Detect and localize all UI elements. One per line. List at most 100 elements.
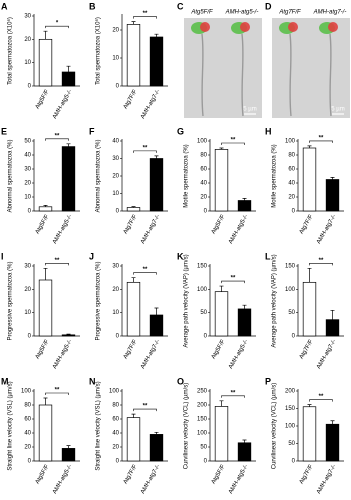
significance: **	[55, 258, 60, 264]
y-axis-label: Motile spermatozoa (%)	[272, 144, 278, 207]
panel-label: O	[177, 376, 184, 386]
panel-label: B	[89, 1, 96, 11]
significance-bracket	[309, 399, 333, 402]
y-tick-label: 20	[24, 287, 31, 293]
y-tick-label: 10	[112, 310, 119, 316]
sperm-head-red	[288, 22, 298, 32]
y-tick-label: 0	[292, 459, 296, 465]
y-tick-label: 0	[292, 209, 296, 215]
significance-bracket	[309, 263, 333, 266]
error-bar	[66, 65, 71, 72]
error-bar	[154, 33, 159, 37]
bar	[325, 423, 340, 462]
y-axis-label: Total spermatozoa (X10⁶)	[95, 17, 102, 85]
error-bar	[66, 333, 71, 335]
x-tick-label: AMH-atg5-/-	[52, 339, 74, 370]
y-tick-label: 60	[288, 167, 295, 173]
y-tick-label: 30	[112, 264, 119, 270]
y-tick-label: 80	[24, 403, 31, 409]
y-tick-label: 0	[28, 209, 32, 215]
x-tick-label: AMH-atg7-/-	[140, 89, 162, 120]
y-tick-label: 80	[112, 403, 119, 409]
panel-label: C	[177, 1, 184, 11]
y-tick-label: 30	[24, 167, 31, 173]
y-tick-label: 0	[116, 334, 120, 340]
y-axis-label: Average path velocity (VAP) (µm/s)	[272, 254, 278, 347]
x-tick-label: Atg5F/F	[35, 89, 51, 111]
y-tick-label: 200	[285, 389, 296, 395]
significance: **	[231, 390, 236, 396]
y-tick-label: 150	[197, 417, 208, 423]
y-tick-label: 80	[288, 153, 295, 159]
x-tick-label: Atg7F/F	[123, 464, 139, 486]
y-axis-label: Straight line velocity (VSL) (µm/s)	[8, 381, 14, 470]
y-tick-label: 150	[285, 406, 296, 412]
error-bar	[154, 431, 159, 435]
error-bar	[330, 177, 335, 180]
bar	[126, 24, 141, 87]
y-tick-label: 0	[28, 459, 32, 465]
error-bar	[66, 445, 71, 449]
y-tick-label: 40	[112, 431, 119, 437]
significance: **	[143, 11, 148, 17]
bar	[325, 179, 340, 212]
y-tick-label: 20	[112, 174, 119, 180]
bar	[149, 434, 164, 462]
y-tick-label: 0	[204, 459, 208, 465]
y-tick-label: 50	[24, 139, 31, 145]
y-tick-label: 30	[112, 156, 119, 162]
x-tick-label: Atg5F/F	[35, 339, 51, 361]
scale-label: 5 µm	[243, 107, 256, 113]
error-bar	[43, 30, 48, 40]
error-bar	[219, 400, 224, 407]
bar	[38, 279, 53, 337]
error-bar	[154, 307, 159, 315]
x-tick-label: Atg7F/F	[123, 89, 139, 111]
significance: **	[319, 394, 324, 400]
y-tick-label: 100	[197, 139, 208, 145]
y-axis-label: Straight line velocity (VSL) (µm/s)	[96, 381, 102, 470]
y-tick-label: 20	[24, 181, 31, 187]
significance-bracket	[133, 150, 157, 153]
image-caption: Atg7F/F	[278, 10, 301, 16]
y-tick-label: 20	[112, 445, 119, 451]
sperm-head-red	[240, 22, 250, 32]
error-bar	[307, 267, 312, 283]
panel-label: I	[1, 251, 4, 261]
significance-bracket	[221, 280, 245, 284]
panel-label: G	[177, 126, 184, 136]
y-tick-label: 50	[288, 441, 295, 447]
y-tick-label: 40	[288, 181, 295, 187]
y-tick-label: 150	[285, 264, 296, 270]
significance: **	[143, 404, 148, 410]
bar	[38, 404, 53, 462]
error-bar	[307, 145, 312, 148]
sperm-tail	[329, 33, 332, 117]
bar	[237, 308, 252, 337]
image-caption: AMH-atg5-/-	[225, 10, 259, 16]
error-bar	[43, 397, 48, 405]
y-tick-label: 40	[24, 153, 31, 159]
bar	[38, 38, 53, 87]
sperm-head-red	[200, 22, 210, 32]
x-tick-label: AMH-atg5-/-	[228, 464, 250, 495]
error-bar	[330, 420, 335, 425]
y-tick-label: 20	[200, 195, 207, 201]
bar	[61, 334, 76, 337]
y-tick-label: 10	[24, 310, 31, 316]
significance: *	[56, 21, 59, 27]
bar	[302, 281, 317, 337]
error-bar	[131, 21, 136, 25]
image-caption: Atg5F/F	[190, 10, 213, 16]
y-tick-label: 10	[24, 195, 31, 201]
error-bar	[43, 267, 48, 280]
x-tick-label: Atg7F/F	[299, 464, 315, 486]
significance-bracket	[221, 395, 245, 398]
x-tick-label: AMH-atg7-/-	[316, 464, 338, 495]
x-tick-label: AMH-atg5-/-	[52, 89, 74, 120]
x-tick-label: Atg5F/F	[35, 464, 51, 486]
significance: **	[143, 267, 148, 273]
bar	[214, 406, 229, 462]
x-tick-label: AMH-atg7-/-	[140, 464, 162, 495]
bar	[325, 319, 340, 337]
